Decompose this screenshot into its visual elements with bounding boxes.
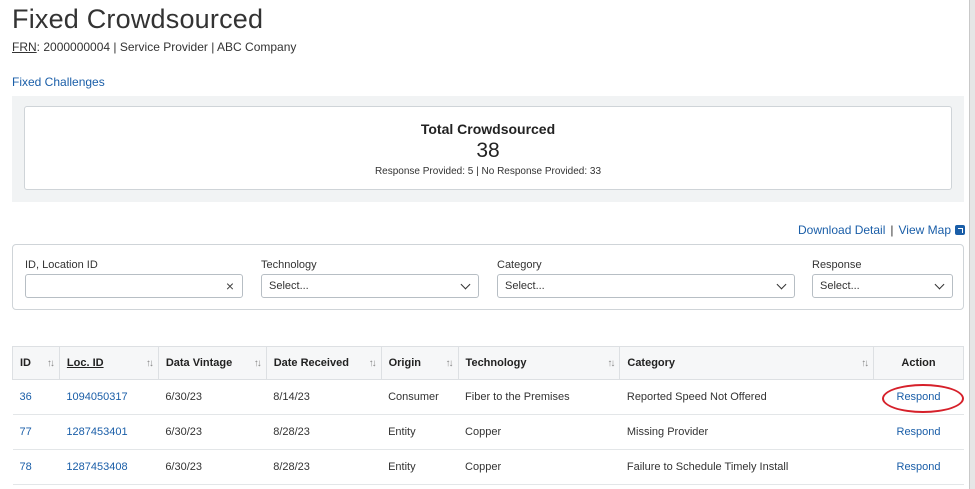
technology-filter-label: Technology (261, 259, 317, 271)
origin-cell: Entity (381, 414, 459, 450)
category-select[interactable]: Select... (497, 274, 795, 298)
technology-cell: Copper (458, 449, 620, 485)
sort-icon[interactable]: ↑↓ (607, 358, 615, 369)
table-row: 77 1287453401 6/30/23 8/28/23 Entity Cop… (12, 414, 964, 450)
data-vintage-cell: 6/30/23 (158, 379, 267, 415)
table-row: 36 1094050317 6/30/23 8/14/23 Consumer F… (12, 379, 964, 415)
technology-filter: Technology Select... (261, 259, 479, 298)
technology-select-value: Select... (269, 280, 309, 292)
respond-button[interactable]: Respond (896, 426, 941, 438)
column-header-id[interactable]: ID ↑↓ (12, 346, 60, 380)
origin-cell: Consumer (381, 379, 459, 415)
date-received-cell: 8/28/23 (266, 449, 382, 485)
loc-id-link[interactable]: 1094050317 (66, 391, 128, 403)
technology-cell: Copper (458, 414, 620, 450)
summary-count: 38 (476, 139, 500, 162)
data-vintage-cell: 6/30/23 (158, 414, 267, 450)
id-filter: ID, Location ID × (25, 259, 243, 298)
date-received-cell: 8/14/23 (266, 379, 382, 415)
challenges-table: ID ↑↓ Loc. ID ↑↓ Data Vintage ↑↓ Date Recei… (12, 346, 964, 485)
frn-label: FRN (12, 40, 37, 54)
summary-title: Total Crowdsourced (420, 121, 556, 137)
summary-card: Total Crowdsourced 38 Response Provided:… (24, 106, 952, 190)
chevron-down-icon[interactable] (934, 279, 945, 290)
response-select-value: Select... (820, 280, 860, 292)
filter-panel: ID, Location ID × Technology Select... C… (12, 244, 964, 310)
row-id-link[interactable]: 78 (19, 461, 32, 473)
origin-cell: Entity (381, 449, 459, 485)
chevron-down-icon[interactable] (460, 279, 471, 290)
id-filter-label: ID, Location ID (25, 259, 98, 271)
sort-icon[interactable]: ↑↓ (46, 358, 55, 369)
column-header-technology[interactable]: Technology ↑↓ (457, 346, 621, 380)
sort-icon[interactable]: ↑↓ (253, 358, 262, 369)
view-map-link[interactable]: View Map (898, 223, 951, 237)
response-filter: Response Select... (812, 259, 953, 298)
technology-cell: Fiber to the Premises (458, 379, 620, 415)
date-received-cell: 8/28/23 (266, 414, 382, 450)
category-cell: Missing Provider (619, 414, 874, 450)
frn-details: : 2000000004 | Service Provider | ABC Co… (36, 40, 297, 54)
response-select[interactable]: Select... (812, 274, 953, 298)
column-header-loc-id[interactable]: Loc. ID ↑↓ (58, 346, 159, 380)
response-filter-label: Response (812, 259, 862, 271)
clear-icon[interactable]: × (225, 278, 234, 294)
link-separator: | (890, 223, 894, 237)
respond-button[interactable]: Respond (896, 461, 941, 473)
highlight-circle (881, 384, 964, 413)
technology-select[interactable]: Select... (261, 274, 479, 298)
window-scrollbar[interactable] (969, 0, 975, 489)
category-filter-label: Category (497, 259, 542, 271)
loc-id-link[interactable]: 1287453408 (66, 461, 128, 473)
row-id-link[interactable]: 36 (19, 391, 32, 403)
data-vintage-cell: 6/30/23 (158, 449, 267, 485)
table-row: 78 1287453408 6/30/23 8/28/23 Entity Cop… (12, 449, 964, 485)
id-location-input[interactable]: × (25, 274, 243, 298)
sort-icon[interactable]: ↑↓ (145, 358, 154, 369)
summary-section: Total Crowdsourced 38 Response Provided:… (12, 96, 964, 202)
category-cell: Failure to Schedule Timely Install (619, 449, 874, 485)
chevron-down-icon[interactable] (776, 279, 787, 290)
sort-icon[interactable]: ↑↓ (368, 358, 377, 369)
column-header-date-received[interactable]: Date Received ↑↓ (265, 346, 382, 380)
external-link-icon[interactable] (955, 225, 965, 235)
fixed-challenges-link[interactable]: Fixed Challenges (12, 75, 105, 89)
frn-info: FRN: 2000000004 | Service Provider | ABC… (12, 40, 296, 54)
summary-breakdown: Response Provided: 5 | No Response Provi… (374, 166, 602, 177)
column-header-action: Action (873, 346, 964, 380)
download-detail-link[interactable]: Download Detail (798, 223, 886, 237)
column-header-origin[interactable]: Origin ↑↓ (380, 346, 459, 380)
detail-links: Download Detail | View Map (798, 223, 965, 237)
table-header-row: ID ↑↓ Loc. ID ↑↓ Data Vintage ↑↓ Date Recei… (12, 346, 964, 380)
page-title: Fixed Crowdsourced (12, 4, 264, 34)
column-header-data-vintage[interactable]: Data Vintage ↑↓ (157, 346, 267, 380)
sort-icon[interactable]: ↑↓ (861, 358, 869, 369)
column-header-category[interactable]: Category ↑↓ (619, 346, 875, 380)
category-filter: Category Select... (497, 259, 795, 298)
loc-id-link[interactable]: 1287453401 (66, 426, 128, 438)
sort-icon[interactable]: ↑↓ (445, 358, 454, 369)
category-select-value: Select... (505, 280, 545, 292)
row-id-link[interactable]: 77 (19, 426, 32, 438)
category-cell: Reported Speed Not Offered (619, 379, 874, 415)
